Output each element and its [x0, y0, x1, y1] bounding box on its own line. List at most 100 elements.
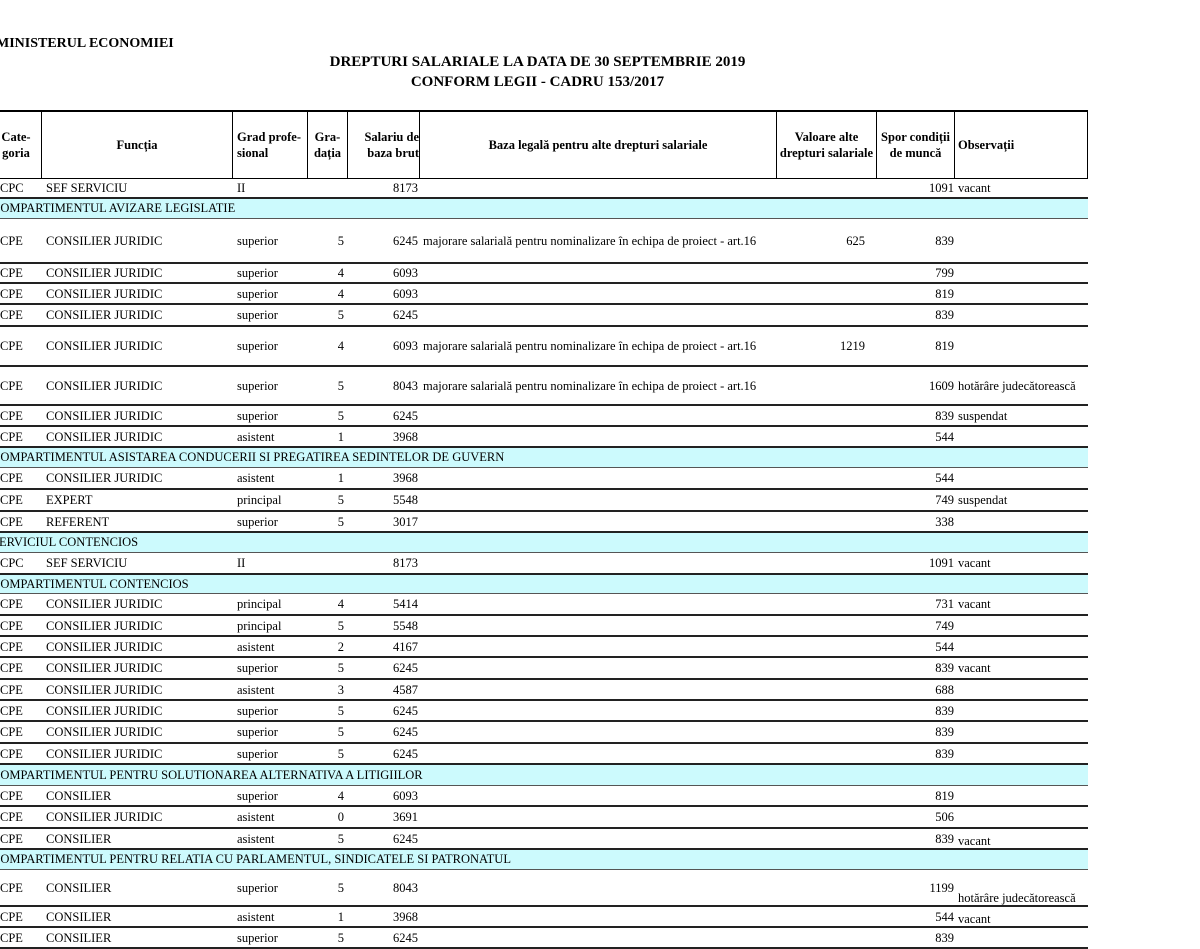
cell-functia: EXPERT — [46, 493, 93, 507]
cell-spor: 1199 — [929, 880, 954, 895]
cell-spor: 839 — [935, 725, 954, 739]
cell-spor: 839 — [935, 308, 954, 322]
cell-obs: suspendat — [958, 408, 1008, 423]
column-header: Spor condiții de muncă — [877, 112, 955, 178]
cell-salariu: 3017 — [393, 514, 418, 529]
cell-functia: CONSILIER JURIDIC — [46, 308, 163, 322]
cell-functia: CONSILIER JURIDIC — [46, 471, 163, 485]
cell-salariu: 6245 — [393, 308, 418, 322]
table-row: CPE CONSILIER JURIDIC superior 5 6245 839 — [0, 722, 1088, 744]
cell-cat: CPE — [0, 408, 23, 423]
cell-spor: 819 — [935, 339, 954, 353]
cell-spor: 544 — [935, 471, 954, 485]
table-row: CPE CONSILIER asistent 1 3968 544 vacant — [0, 907, 1088, 928]
section-title: COMPARTIMENTUL PENTRU RELATIA CU PARLAME… — [0, 852, 511, 866]
cell-gradatia: 5 — [337, 746, 344, 761]
cell-grad: principal — [237, 493, 282, 507]
cell-grad: superior — [237, 286, 278, 301]
cell-spor: 819 — [935, 286, 954, 301]
cell-functia: CONSILIER — [46, 788, 112, 803]
cell-functia: CONSILIER JURIDIC — [46, 810, 163, 824]
cell-salariu: 6093 — [393, 266, 418, 280]
salary-table: Cate-goria Funcția Grad profe-sional Gra-da… — [0, 110, 1088, 949]
cell-functia: CONSILIER JURIDIC — [46, 682, 163, 697]
cell-gradatia: 3 — [337, 682, 344, 697]
table-row: CPE CONSILIER JURIDIC asistent 1 3968 544 — [0, 468, 1088, 490]
cell-salariu: 6245 — [393, 408, 418, 423]
cell-salariu: 4167 — [393, 639, 418, 654]
cell-grad: II — [237, 556, 246, 570]
table-row: CPE CONSILIER JURIDIC asistent 1 3968 544 — [0, 427, 1088, 448]
cell-cat: CPC — [0, 556, 24, 570]
cell-cat: CPE — [0, 471, 23, 485]
section-title: COMPARTIMENTUL ASISTAREA CONDUCERII SI P… — [0, 450, 505, 464]
column-header: Funcția — [42, 112, 233, 178]
cell-obs: vacant — [958, 556, 991, 570]
cell-cat: CPE — [0, 339, 23, 353]
cell-gradatia: 5 — [337, 703, 344, 718]
cell-grad: asistent — [237, 831, 275, 846]
cell-gradatia: 5 — [337, 514, 344, 529]
table-row: CPE CONSILIER JURIDIC superior 5 6245 839 — [0, 305, 1088, 327]
cell-spor: 544 — [935, 909, 954, 924]
cell-salariu: 8173 — [393, 556, 418, 570]
cell-cat: CPE — [0, 639, 23, 654]
cell-grad: superior — [237, 514, 278, 529]
cell-gradatia: 5 — [337, 661, 344, 675]
cell-cat: CPE — [0, 514, 23, 529]
cell-grad: principal — [237, 597, 282, 611]
table-row: CPE REFERENT superior 5 3017 338 — [0, 512, 1088, 533]
cell-spor: 839 — [935, 831, 954, 846]
cell-grad: superior — [237, 308, 278, 322]
cell-gradatia: 5 — [337, 880, 344, 895]
document-subtitle: CONFORM LEGII - CADRU 153/2017 — [410, 74, 665, 90]
cell-obs: vacant — [958, 912, 991, 926]
cell-obs: hotărâre judecătorească — [958, 378, 1076, 393]
cell-cat: CPE — [0, 930, 23, 945]
cell-baza: majorare salarială pentru nominalizare î… — [423, 339, 757, 353]
table-row: CPC SEF SERVICIU II 8173 1091 vacant — [0, 179, 1088, 199]
table-row: CPE CONSILIER JURIDIC superior 5 6245 839 — [0, 701, 1088, 722]
cell-grad: superior — [237, 725, 278, 739]
cell-spor: 799 — [935, 266, 954, 280]
cell-obs: vacant — [958, 181, 991, 195]
column-header: Valoare alte drepturi salariale — [777, 112, 877, 178]
cell-spor: 688 — [935, 682, 954, 697]
table-row: CPC SEF SERVICIU II 8173 1091 vacant — [0, 553, 1088, 575]
cell-gradatia: 5 — [337, 233, 344, 248]
cell-functia: CONSILIER JURIDIC — [46, 266, 163, 280]
section-row: COMPARTIMENTUL PENTRU RELATIA CU PARLAME… — [0, 850, 1088, 870]
cell-grad: superior — [237, 788, 278, 803]
cell-gradatia: 5 — [337, 493, 344, 507]
cell-gradatia: 4 — [337, 597, 344, 611]
cell-gradatia: 5 — [337, 618, 344, 633]
cell-spor: 1609 — [929, 378, 954, 393]
table-row: CPE CONSILIER JURIDIC superior 5 8043 majorar… — [0, 367, 1088, 406]
cell-functia: CONSILIER JURIDIC — [46, 378, 163, 393]
table-row: CPE CONSILIER superior 5 8043 1199 hotărâre ju… — [0, 870, 1088, 907]
cell-grad: superior — [237, 746, 278, 761]
cell-grad: superior — [237, 930, 278, 945]
cell-functia: CONSILIER JURIDIC — [46, 429, 163, 444]
cell-spor: 544 — [935, 429, 954, 444]
cell-cat: CPE — [0, 831, 23, 846]
cell-functia: CONSILIER JURIDIC — [46, 233, 163, 248]
cell-spor: 839 — [935, 233, 954, 248]
table-row: CPE CONSILIER JURIDIC principal 5 5548 749 — [0, 616, 1088, 637]
cell-gradatia: 4 — [337, 788, 344, 803]
cell-gradatia: 2 — [337, 639, 344, 654]
cell-grad: superior — [237, 339, 278, 353]
column-header: Baza legală pentru alte drepturi salaria… — [420, 112, 777, 178]
cell-salariu: 6093 — [393, 286, 418, 301]
section-row: COMPARTIMENTUL CONTENCIOS — [0, 575, 1088, 594]
cell-spor: 839 — [935, 703, 954, 718]
table-row: CPE EXPERT principal 5 5548 749 suspendat — [0, 490, 1088, 512]
cell-cat: CPE — [0, 661, 23, 675]
cell-spor: 1091 — [929, 556, 954, 570]
cell-gradatia: 5 — [337, 831, 344, 846]
cell-cat: CPE — [0, 880, 23, 895]
cell-salariu: 6245 — [393, 661, 418, 675]
ministry-name: MINISTERUL ECONOMIEI — [0, 36, 174, 51]
cell-cat: CPE — [0, 429, 23, 444]
cell-grad: superior — [237, 266, 278, 280]
